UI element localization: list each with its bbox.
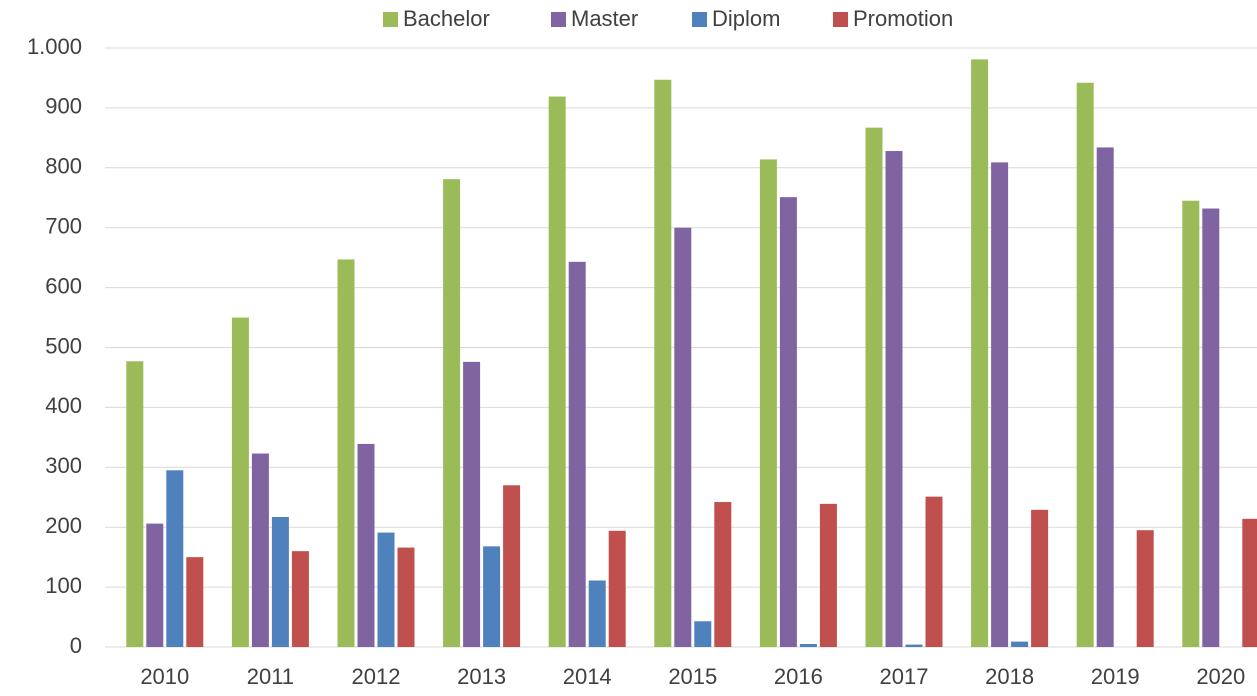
bar bbox=[166, 470, 184, 647]
legend-swatch bbox=[833, 12, 848, 27]
y-tick-label: 100 bbox=[45, 573, 82, 598]
bar bbox=[443, 179, 461, 647]
x-tick-label: 2014 bbox=[563, 664, 612, 689]
x-tick-label: 2018 bbox=[985, 664, 1034, 689]
bar bbox=[1011, 641, 1029, 647]
bar bbox=[905, 644, 923, 647]
bar bbox=[186, 557, 204, 647]
x-tick-label: 2017 bbox=[880, 664, 929, 689]
bar bbox=[126, 361, 144, 647]
bar bbox=[694, 621, 712, 647]
legend-label: Master bbox=[571, 6, 638, 31]
bar bbox=[251, 453, 269, 647]
legend-swatch bbox=[383, 12, 398, 27]
x-tick-label: 2015 bbox=[668, 664, 717, 689]
y-tick-label: 1.000 bbox=[27, 34, 82, 59]
x-tick-label: 2012 bbox=[352, 664, 401, 689]
bar bbox=[397, 547, 415, 647]
bar bbox=[819, 503, 837, 647]
bar bbox=[503, 485, 521, 647]
bar bbox=[588, 580, 606, 647]
bar bbox=[271, 517, 289, 647]
x-tick-label: 2010 bbox=[140, 664, 189, 689]
x-tick-label: 2016 bbox=[774, 664, 823, 689]
bar bbox=[779, 197, 797, 647]
y-tick-label: 800 bbox=[45, 154, 82, 179]
legend-label: Diplom bbox=[712, 6, 780, 31]
bar bbox=[759, 159, 777, 647]
legend-swatch bbox=[551, 12, 566, 27]
bar bbox=[483, 546, 501, 647]
legend-label: Promotion bbox=[853, 6, 953, 31]
x-tick-label: 2013 bbox=[457, 664, 506, 689]
x-tick-label: 2020 bbox=[1196, 664, 1245, 689]
y-tick-label: 500 bbox=[45, 333, 82, 358]
bar bbox=[463, 361, 481, 647]
bar bbox=[1096, 147, 1114, 647]
bar bbox=[357, 443, 375, 647]
bar bbox=[1136, 530, 1154, 647]
bar bbox=[146, 523, 164, 647]
bar bbox=[1076, 82, 1094, 647]
bar bbox=[799, 644, 817, 647]
bar bbox=[291, 551, 309, 647]
y-tick-label: 200 bbox=[45, 513, 82, 538]
x-tick-label: 2011 bbox=[247, 664, 294, 689]
y-tick-label: 300 bbox=[45, 453, 82, 478]
bar bbox=[991, 162, 1009, 647]
bar bbox=[674, 227, 692, 647]
bar bbox=[568, 261, 586, 647]
legend-swatch bbox=[692, 12, 707, 27]
x-tick-label: 2019 bbox=[1091, 664, 1140, 689]
bar bbox=[1031, 509, 1049, 647]
y-tick-label: 400 bbox=[45, 393, 82, 418]
y-tick-label: 0 bbox=[70, 633, 82, 658]
bar bbox=[1242, 518, 1257, 647]
bar bbox=[714, 502, 732, 647]
bar bbox=[654, 79, 672, 647]
bar bbox=[377, 532, 395, 647]
bar bbox=[885, 151, 903, 647]
bar bbox=[865, 127, 883, 648]
bar bbox=[548, 96, 566, 648]
legend-label: Bachelor bbox=[403, 6, 490, 31]
bar bbox=[337, 259, 355, 647]
bar bbox=[925, 496, 943, 647]
bar bbox=[608, 530, 626, 647]
bar bbox=[231, 317, 249, 647]
y-tick-label: 700 bbox=[45, 214, 82, 239]
y-tick-label: 600 bbox=[45, 273, 82, 298]
y-tick-label: 900 bbox=[45, 94, 82, 119]
bar bbox=[1202, 208, 1220, 648]
bar bbox=[1182, 200, 1200, 647]
bar bbox=[971, 59, 989, 648]
